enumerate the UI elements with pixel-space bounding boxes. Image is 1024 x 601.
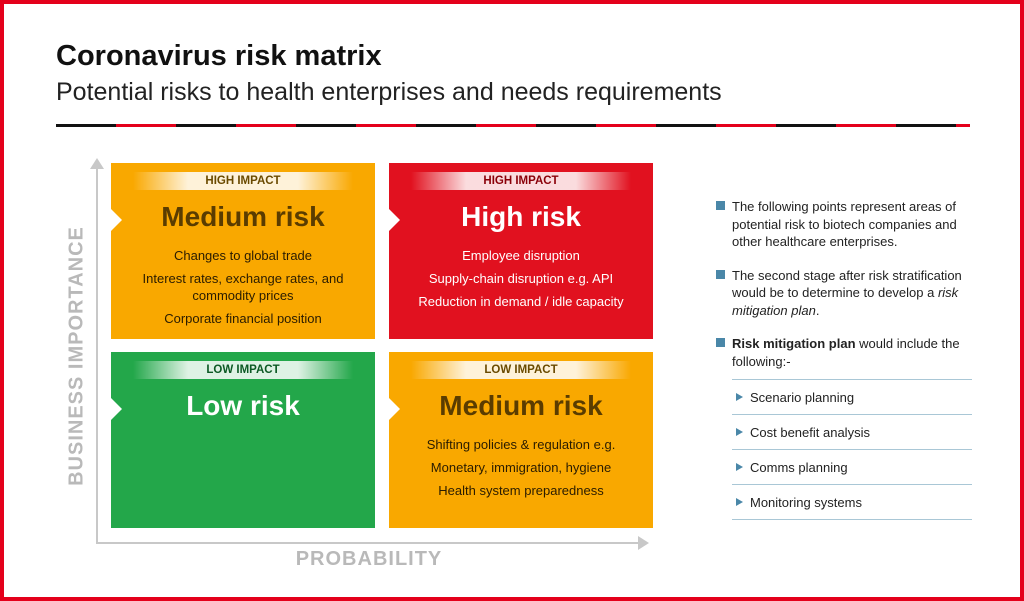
triangle-bullet-icon	[736, 428, 743, 436]
triangle-bullet-icon	[736, 498, 743, 506]
title-divider	[56, 124, 970, 127]
risk-item: Supply-chain disruption e.g. API	[428, 271, 614, 286]
quadrant-low-risk: LOW IMPACT Low risk	[111, 352, 375, 528]
info-panel: The following points represent areas of …	[716, 198, 974, 386]
x-axis-line	[96, 542, 640, 544]
risk-item: Corporate financial position	[164, 311, 322, 326]
info-text: would include the following:-	[732, 336, 960, 369]
mitigation-step: Comms planning	[732, 450, 972, 485]
risk-item: Employee disruption	[462, 248, 580, 263]
info-point: The following points represent areas of …	[716, 198, 974, 251]
step-label: Monitoring systems	[750, 495, 862, 510]
step-label: Cost benefit analysis	[750, 425, 870, 440]
triangle-bullet-icon	[736, 393, 743, 401]
triangle-bullet-icon	[736, 463, 743, 471]
notch-arrow-icon	[389, 209, 400, 231]
y-axis-arrow-icon	[90, 158, 104, 169]
square-bullet-icon	[716, 269, 725, 279]
risk-item: Interest rates, exchange rates, and comm…	[142, 271, 344, 303]
square-bullet-icon	[716, 338, 725, 347]
quadrant-title: Medium risk	[161, 201, 325, 232]
info-point: The second stage after risk stratificati…	[716, 267, 974, 320]
mitigation-steps: Scenario planning Cost benefit analysis …	[732, 379, 972, 520]
y-axis-label: BUSINESS IMPORTANCE	[65, 226, 88, 486]
risk-list: Employee disruption Supply-chain disrupt…	[399, 247, 643, 316]
page-subtitle: Potential risks to health enterprises an…	[56, 78, 722, 106]
impact-label: LOW IMPACT	[133, 361, 353, 379]
quadrant-title: Medium risk	[439, 390, 603, 421]
impact-label: HIGH IMPACT	[133, 172, 353, 190]
square-bullet-icon	[716, 201, 725, 210]
impact-label: HIGH IMPACT	[411, 172, 631, 190]
quadrant-title: Low risk	[186, 390, 300, 421]
page-title: Coronavirus risk matrix	[56, 40, 382, 72]
quadrant-title: High risk	[461, 201, 581, 232]
info-text: The following points represent areas of …	[732, 199, 957, 249]
mitigation-step: Scenario planning	[732, 380, 972, 415]
mitigation-step: Cost benefit analysis	[732, 415, 972, 450]
notch-arrow-icon	[389, 398, 400, 420]
info-emphasis: risk mitigation plan	[732, 285, 959, 318]
step-label: Comms planning	[750, 460, 848, 475]
info-text: The second stage after risk stratificati…	[732, 267, 962, 301]
risk-item: Shifting policies & regulation e.g.	[426, 437, 616, 452]
info-text-end: .	[815, 302, 820, 318]
info-strong: Risk mitigation plan	[732, 336, 856, 351]
step-label: Scenario planning	[750, 390, 855, 405]
x-axis-arrow-icon	[638, 536, 649, 550]
risk-list: Shifting policies & regulation e.g. Mone…	[399, 436, 643, 505]
quadrant-medium-risk-low-impact: LOW IMPACT Medium risk Shifting policies…	[389, 352, 653, 528]
quadrant-medium-risk-high-impact: HIGH IMPACT Medium risk Changes to globa…	[111, 163, 375, 339]
risk-item: Monetary, immigration, hygiene	[430, 460, 612, 475]
y-axis-line	[96, 166, 98, 544]
risk-item: Health system preparedness	[438, 483, 604, 498]
risk-item: Reduction in demand / idle capacity	[418, 294, 624, 309]
quadrant-high-risk: HIGH IMPACT High risk Employee disruptio…	[389, 163, 653, 339]
notch-arrow-icon	[111, 209, 122, 231]
info-point: Risk mitigation plan would include the f…	[716, 335, 974, 370]
risk-list: Changes to global trade Interest rates, …	[121, 247, 365, 333]
mitigation-step: Monitoring systems	[732, 485, 972, 520]
notch-arrow-icon	[111, 398, 122, 420]
x-axis-label: PROBABILITY	[295, 548, 443, 570]
risk-item: Changes to global trade	[173, 248, 313, 263]
impact-label: LOW IMPACT	[411, 361, 631, 379]
